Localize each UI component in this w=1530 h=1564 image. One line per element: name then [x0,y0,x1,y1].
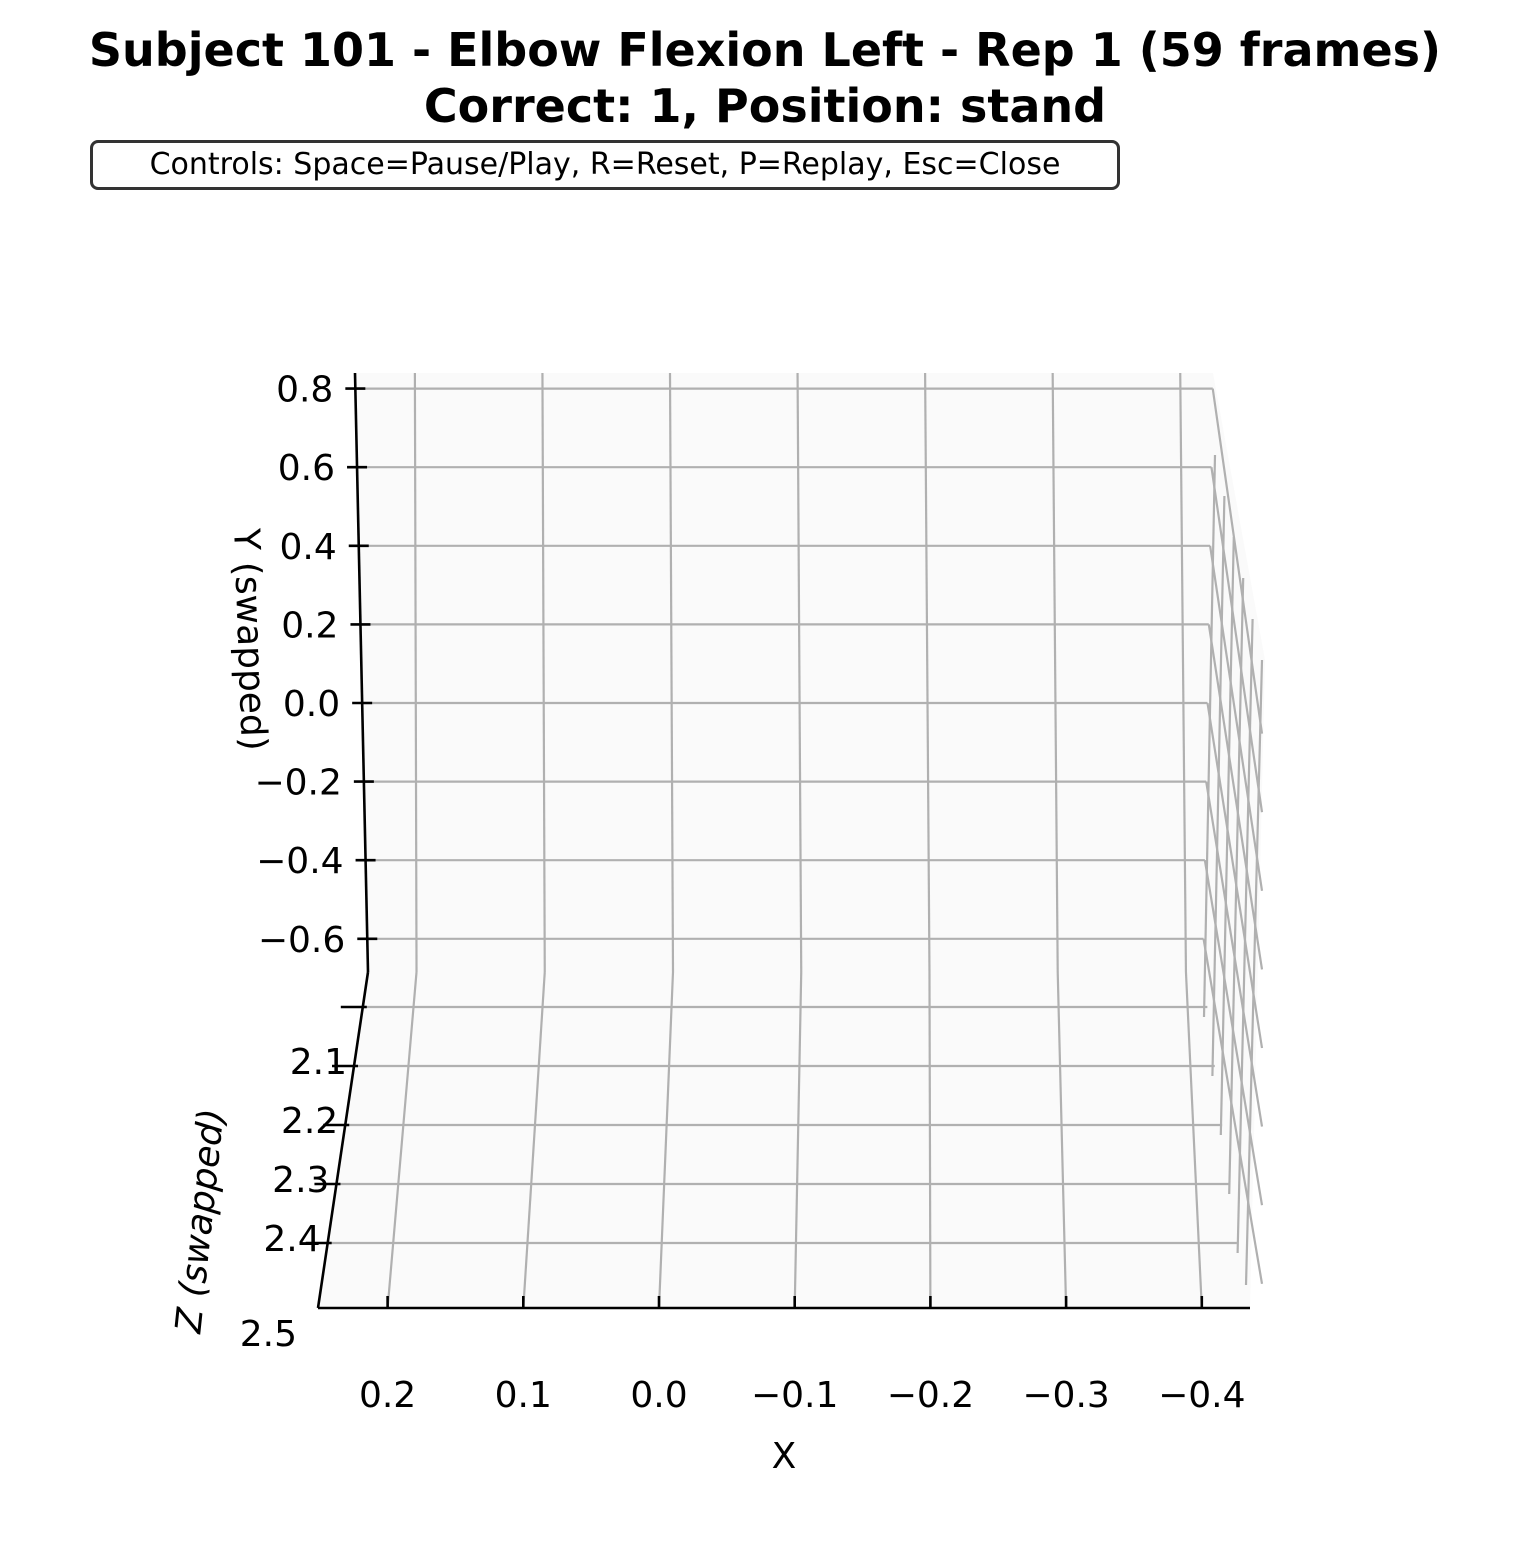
y-tick-label-3: 0.2 [281,605,338,646]
title-line-2: Correct: 1, Position: stand [423,79,1107,133]
y-tick-label-5: −0.2 [254,763,341,804]
grid-line-x-back-5 [1051,372,1059,973]
x-tick-label-6: −0.4 [1158,1375,1245,1416]
x-tick-label-1: 0.1 [495,1375,552,1416]
x-tick-label-2: 0.0 [630,1375,687,1416]
grid-line-x-back-4 [924,372,931,973]
x-tick-label-3: −0.1 [751,1375,838,1416]
x-tick-label-4: −0.2 [887,1375,974,1416]
chart-title: Subject 101 - Elbow Flexion Left - Rep 1… [0,22,1530,134]
grid-line-z-side-3 [1228,577,1245,1195]
x-tick-label-0: 0.2 [359,1375,416,1416]
z-tick-label-3: 2.3 [272,1160,329,1201]
grid-line-y-side-1 [1210,467,1264,813]
grid-line-x-floor-5 [1056,971,1068,1309]
grid-line-x-back-0 [413,372,418,973]
grid-line-x-floor-3 [793,971,803,1309]
grid-line-y-side-2 [1209,545,1264,891]
x-tick-label-5: −0.3 [1022,1375,1109,1416]
grid-line-x-back-3 [796,372,803,973]
controls-hint-box: Controls: Space=Pause/Play, R=Reset, P=R… [90,140,1120,190]
grid-line-z-side-1 [1211,495,1226,1077]
z-tick-label-5: 2.5 [240,1314,297,1355]
y-tick-label-6: −0.4 [256,841,343,882]
grid-line-x-floor-6 [1184,971,1203,1309]
grid-lines [327,372,1264,1309]
grid-line-z-side-2 [1219,536,1235,1136]
y-axis-line [353,372,370,973]
z-tick-label-1: 2.1 [290,1042,347,1083]
grid-line-x-floor-0 [386,971,418,1309]
grid-line-z-side-5 [1244,659,1264,1286]
grid-line-y-side-3 [1207,624,1264,970]
tick-labels: 0.8 0.6 0.4 0.2 0.0 −0.2 −0.4 −0.6 0.2 0.1 0.0 −0.1… [240,370,1246,1416]
axis-panes [318,373,1265,1308]
y-tick-label-4: 0.0 [283,684,340,725]
xy-pane [355,373,1213,972]
xz-pane [318,972,1250,1308]
tick-marks [305,387,1204,1308]
z-axis-title: Z (swapped) [168,1107,232,1336]
title-line-1: Subject 101 - Elbow Flexion Left - Rep 1… [88,23,1442,77]
grid-line-z-side-4 [1236,618,1254,1254]
grid-line-x-back-2 [668,372,675,973]
y-tick-label-7: −0.6 [258,920,345,961]
grid-line-x-floor-2 [657,971,675,1309]
grid-line-z-side-0 [1202,454,1217,1018]
y-tick-label-2: 0.4 [279,527,336,568]
grid-line-x-floor-4 [928,971,932,1309]
y-tick-label-0: 0.8 [276,370,333,411]
y-tick-label-1: 0.6 [278,448,335,489]
z-axis-line [316,971,370,1309]
grid-line-y-side-0 [1211,388,1264,734]
z-tick-label-4: 2.4 [263,1219,320,1260]
axis-lines [316,372,1250,1310]
grid-line-x-back-6 [1179,372,1188,973]
z-tick-label-2: 2.2 [281,1101,338,1142]
x-axis-title: X [772,1436,797,1477]
grid-line-x-back-1 [541,372,546,973]
grid-line-x-floor-1 [522,971,546,1309]
y-axis-title: Y (swapped) [225,527,274,752]
